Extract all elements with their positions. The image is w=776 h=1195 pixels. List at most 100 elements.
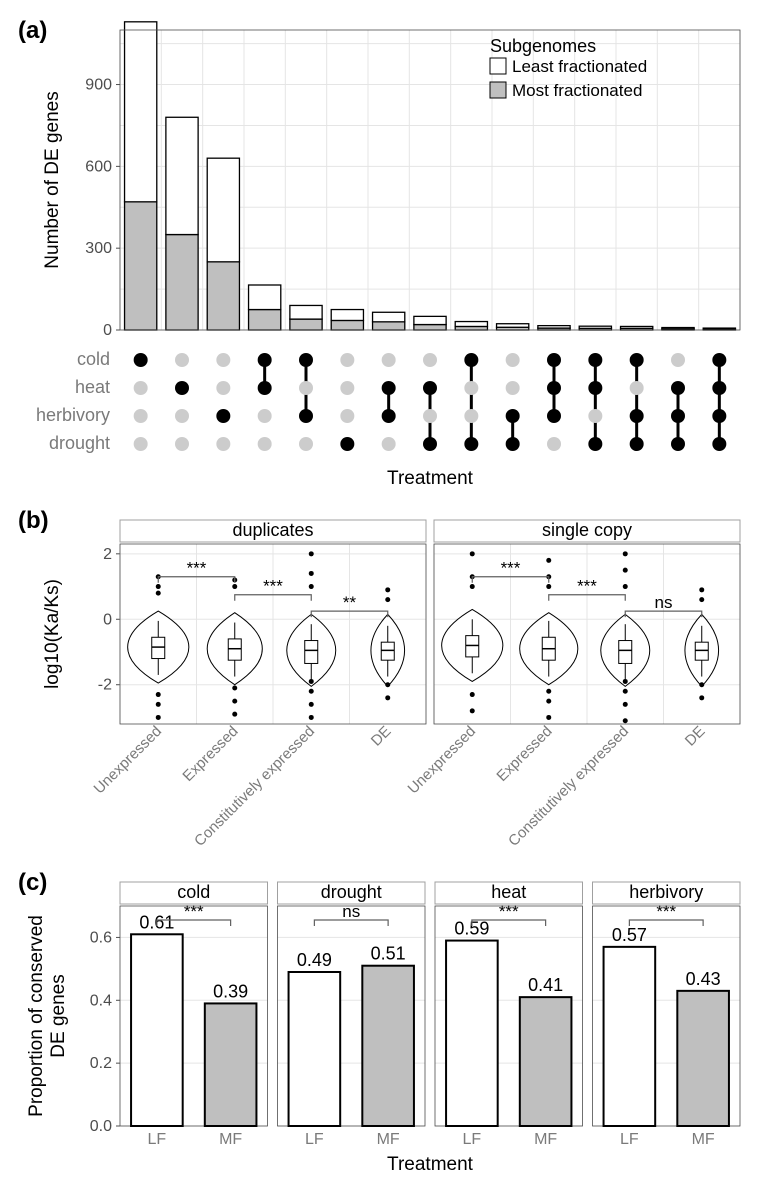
outlier xyxy=(232,686,237,691)
upset-dot-on xyxy=(712,353,726,367)
ytick-label: 0 xyxy=(103,322,112,339)
upset-dot-off xyxy=(340,353,354,367)
upset-dot-off xyxy=(423,409,437,423)
panel-b-label: (b) xyxy=(18,507,49,534)
upset-dot-off xyxy=(506,353,520,367)
upset-dot-off xyxy=(630,381,644,395)
bar-mf xyxy=(677,991,729,1126)
upset-dot-on xyxy=(588,437,602,451)
sig-label: *** xyxy=(501,559,521,578)
bar-mf xyxy=(249,310,281,330)
upset-dot-off xyxy=(547,437,561,451)
panel-a-ylabel: Number of DE genes xyxy=(42,91,63,268)
bar-mf xyxy=(373,322,405,330)
xtick-label: LF xyxy=(148,1131,167,1148)
upset-dot-on xyxy=(547,381,561,395)
legend-label: Least fractionated xyxy=(512,57,647,76)
upset-dot-on xyxy=(671,409,685,423)
bar-mf xyxy=(290,319,322,330)
panel-b: (b)log10(Ka/Ks)-202duplicatesUnexpressed… xyxy=(18,507,740,850)
box xyxy=(619,641,632,664)
xtick-label: Unexpressed xyxy=(405,723,480,798)
ytick-label: 0.2 xyxy=(90,1055,112,1072)
outlier xyxy=(309,679,314,684)
upset-dot-on xyxy=(547,353,561,367)
outlier xyxy=(623,679,628,684)
panel-c-ylabel: DE genes xyxy=(48,974,69,1057)
outlier xyxy=(699,597,704,602)
bar-lf xyxy=(125,22,157,202)
facet-title: cold xyxy=(177,882,210,902)
upset-set-label: cold xyxy=(77,349,110,369)
box xyxy=(466,636,479,657)
ytick-label: 900 xyxy=(85,77,112,94)
panel-a-xlabel: Treatment xyxy=(387,468,474,489)
bar-lf xyxy=(662,328,694,329)
bar-mf xyxy=(205,1003,257,1126)
upset-dot-off xyxy=(216,437,230,451)
upset-dot-on xyxy=(464,437,478,451)
upset-dot-off xyxy=(175,409,189,423)
bar-lf xyxy=(249,285,281,310)
upset-dot-on xyxy=(712,409,726,423)
sig-label: ns xyxy=(655,593,673,612)
upset-dot-off xyxy=(258,409,272,423)
outlier xyxy=(470,584,475,589)
bar-lf xyxy=(455,322,487,327)
bar-value-label: 0.43 xyxy=(686,969,721,989)
upset-dot-off xyxy=(382,353,396,367)
bar-mf xyxy=(331,320,363,330)
ytick-label: 300 xyxy=(85,240,112,257)
upset-dot-on xyxy=(258,353,272,367)
outlier xyxy=(546,584,551,589)
upset-dot-on xyxy=(340,437,354,451)
upset-dot-off xyxy=(588,409,602,423)
ytick-label: 0.6 xyxy=(90,929,112,946)
outlier xyxy=(232,584,237,589)
upset-dot-on xyxy=(588,353,602,367)
outlier xyxy=(156,584,161,589)
box xyxy=(695,642,708,660)
upset-dot-on xyxy=(712,437,726,451)
sig-label: *** xyxy=(263,577,283,596)
upset-dot-on xyxy=(382,409,396,423)
upset-dot-off xyxy=(216,381,230,395)
xtick-label: LF xyxy=(305,1131,324,1148)
outlier xyxy=(156,715,161,720)
upset-dot-on xyxy=(506,437,520,451)
upset-dot-on xyxy=(671,437,685,451)
xtick-label: Unexpressed xyxy=(91,723,166,798)
outlier xyxy=(232,699,237,704)
upset-dot-off xyxy=(340,409,354,423)
panel-c-label: (c) xyxy=(18,869,47,896)
outlier xyxy=(623,689,628,694)
upset-dot-on xyxy=(506,409,520,423)
xtick-label: Expressed xyxy=(493,723,555,785)
ytick-label: 600 xyxy=(85,158,112,175)
box xyxy=(305,641,318,664)
outlier xyxy=(309,584,314,589)
upset-dot-off xyxy=(299,381,313,395)
box xyxy=(381,642,394,660)
bar-value-label: 0.41 xyxy=(528,975,563,995)
outlier xyxy=(156,591,161,596)
sig-label: ns xyxy=(342,902,360,921)
upset-dot-off xyxy=(134,409,148,423)
upset-dot-on xyxy=(588,381,602,395)
panel-b-ylabel: log10(Ka/Ks) xyxy=(42,579,63,689)
upset-dot-off xyxy=(464,409,478,423)
outlier xyxy=(623,551,628,556)
facet-title: heat xyxy=(491,882,526,902)
upset-dot-on xyxy=(216,409,230,423)
ytick-label: 0.0 xyxy=(90,1118,112,1135)
xtick-label: Expressed xyxy=(179,723,241,785)
bar-mf xyxy=(125,202,157,330)
upset-dot-off xyxy=(175,353,189,367)
outlier xyxy=(623,718,628,723)
legend-swatch xyxy=(490,58,506,74)
bar-mf xyxy=(520,997,572,1126)
bar-lf xyxy=(579,326,611,328)
facet-title: duplicates xyxy=(232,520,313,540)
outlier xyxy=(470,551,475,556)
box xyxy=(152,637,165,658)
